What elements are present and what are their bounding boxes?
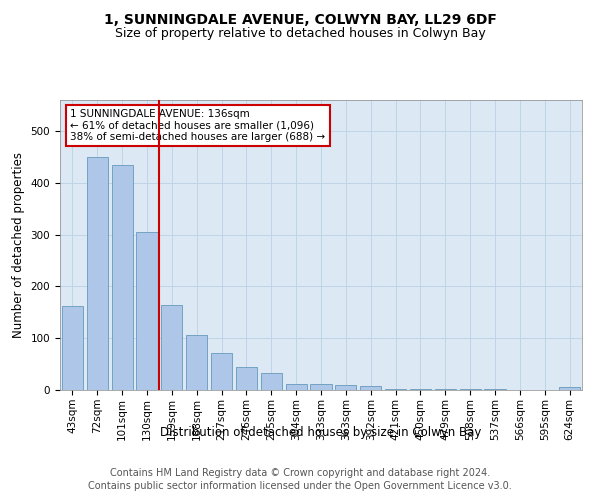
Text: Size of property relative to detached houses in Colwyn Bay: Size of property relative to detached ho… [115,28,485,40]
Bar [236,367,257,390]
Bar [136,232,158,390]
Bar [87,157,108,390]
Text: Contains public sector information licensed under the Open Government Licence v3: Contains public sector information licen… [88,481,512,491]
Bar [410,389,431,390]
Bar [186,335,207,390]
Bar [559,388,580,390]
Bar [211,352,232,390]
Text: Contains HM Land Registry data © Crown copyright and database right 2024.: Contains HM Land Registry data © Crown c… [110,468,490,477]
Bar [261,373,282,390]
Text: 1, SUNNINGDALE AVENUE, COLWYN BAY, LL29 6DF: 1, SUNNINGDALE AVENUE, COLWYN BAY, LL29 … [104,12,496,26]
Bar [385,389,406,390]
Text: 1 SUNNINGDALE AVENUE: 136sqm
← 61% of detached houses are smaller (1,096)
38% of: 1 SUNNINGDALE AVENUE: 136sqm ← 61% of de… [70,108,326,142]
Text: Distribution of detached houses by size in Colwyn Bay: Distribution of detached houses by size … [160,426,482,439]
Bar [112,164,133,390]
Bar [360,386,381,390]
Bar [310,384,332,390]
Bar [161,304,182,390]
Y-axis label: Number of detached properties: Number of detached properties [12,152,25,338]
Bar [286,384,307,390]
Bar [335,385,356,390]
Bar [62,306,83,390]
